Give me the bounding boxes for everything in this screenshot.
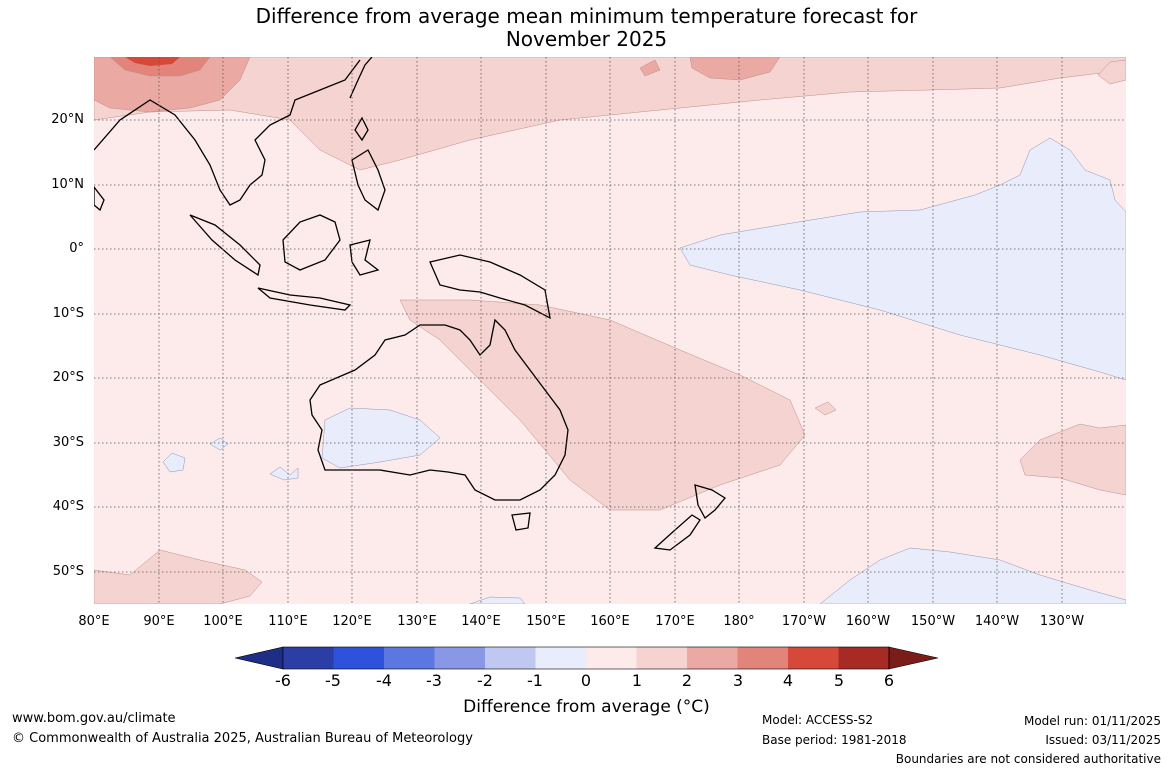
- lon-label: 110°E: [268, 614, 308, 629]
- anomaly-region-cool-blob-2: [209, 437, 229, 451]
- colorbar-frame: [282, 646, 890, 670]
- colorbar-tick-label: -3: [426, 671, 442, 690]
- colorbar-tick-label: -1: [527, 671, 543, 690]
- lon-label: 170°W: [781, 614, 827, 629]
- sri-lanka-coastline: [94, 185, 105, 212]
- anomaly-region-warm-australia-pacific: [399, 299, 806, 511]
- lon-label: 100°E: [203, 614, 243, 629]
- footer-model-run: Model run: 01/11/2025: [1023, 714, 1161, 728]
- lon-label: 160°E: [590, 614, 630, 629]
- footer-disclaimer: Boundaries are not considered authoritat…: [895, 752, 1161, 766]
- lat-label: 30°S: [52, 435, 84, 450]
- footer-base-period: Base period: 1981-2018: [762, 733, 907, 747]
- colorbar-segment: [687, 647, 738, 669]
- lat-label: 10°S: [52, 306, 84, 321]
- anomaly-region-cool-blob-1: [162, 452, 186, 473]
- colorbar-segment: [535, 647, 587, 669]
- colorbar-segment: [384, 647, 435, 669]
- sumatra-coastline: [189, 214, 261, 277]
- colorbar-segment: [283, 647, 334, 669]
- colorbar-segment: [636, 647, 688, 669]
- colorbar-tick-label: 4: [782, 671, 794, 690]
- lat-label: 20°S: [52, 370, 84, 385]
- anomaly-region-cool-blob-3: [269, 466, 299, 481]
- colorbar-tick-label: 6: [883, 671, 895, 690]
- lon-label: 150°W: [910, 614, 956, 629]
- anomaly-region-warm-npacific-small: [639, 59, 661, 77]
- new-zealand-north-coastline: [694, 484, 726, 519]
- lon-label: 120°E: [332, 614, 372, 629]
- colorbar-segment: [737, 647, 789, 669]
- anomaly-region-warm-south-indian: [94, 549, 263, 604]
- colorbar-tick-label: 2: [681, 671, 693, 690]
- graticule: [94, 57, 1126, 604]
- java-coastline: [257, 287, 352, 311]
- lon-label: 180°: [723, 614, 755, 629]
- colorbar-tick-label: 1: [631, 671, 643, 690]
- borneo-coastline: [282, 214, 341, 271]
- map-title-line-2: November 2025: [505, 27, 668, 51]
- lon-label: 140°E: [461, 614, 501, 629]
- colorbar-tick-label: 0: [580, 671, 592, 690]
- philippines-coastline: [351, 149, 386, 212]
- taiwan-coastline: [354, 116, 369, 142]
- colorbar-tick-label: -5: [325, 671, 341, 690]
- lat-label: 50°S: [52, 564, 84, 579]
- colorbar: [234, 646, 939, 670]
- lon-label: 160°W: [845, 614, 891, 629]
- anomaly-region-warm-blob-hawaii: [1097, 59, 1126, 85]
- lon-label: 130°W: [1039, 614, 1085, 629]
- anomaly-region-hot-core: [125, 57, 180, 66]
- colorbar-segment: [434, 647, 486, 669]
- colorbar-under-arrow: [234, 646, 284, 670]
- lat-label: 10°N: [51, 177, 84, 192]
- new-guinea-coastline: [429, 254, 551, 320]
- anomaly-region-cool-western-australia: [321, 407, 441, 469]
- colorbar-tick-label: -2: [477, 671, 493, 690]
- colorbar-segment: [485, 647, 536, 669]
- lon-label: 140°W: [974, 614, 1020, 629]
- footer-website: www.bom.gov.au/climate: [12, 711, 176, 726]
- anomaly-region-cool-south-indian: [469, 596, 526, 604]
- colorbar-segment: [586, 647, 637, 669]
- tasmania-coastline: [511, 512, 531, 531]
- lon-label: 170°E: [655, 614, 695, 629]
- lon-label: 150°E: [526, 614, 566, 629]
- lon-label: 130°E: [397, 614, 437, 629]
- colorbar-tick-label: 5: [833, 671, 845, 690]
- lat-label: 0°: [69, 241, 84, 256]
- colorbar-tick-label: -6: [275, 671, 291, 690]
- footer-copyright: © Commonwealth of Australia 2025, Austra…: [12, 731, 473, 746]
- footer-issued: Issued: 03/11/2025: [1045, 733, 1161, 747]
- lon-label: 90°E: [143, 614, 175, 629]
- anomaly-region-cool-equatorial-pacific: [679, 137, 1126, 381]
- lat-label: 20°N: [51, 112, 84, 127]
- anomaly-region-cool-south-pacific: [819, 547, 1126, 604]
- anomaly-region-warm-blob-coral: [814, 401, 837, 416]
- colorbar-title: Difference from average (°C): [463, 697, 710, 717]
- colorbar-segment: [838, 647, 890, 669]
- australia-coastline: [309, 318, 569, 501]
- anomaly-region-warm-npacific: [689, 57, 781, 81]
- lat-label: 40°S: [52, 499, 84, 514]
- colorbar-tick-label: -4: [376, 671, 392, 690]
- colorbar-tick-label: 3: [732, 671, 744, 690]
- colorbar-segment: [333, 647, 385, 669]
- map-title-line-1: Difference from average mean minimum tem…: [255, 4, 918, 28]
- anomaly-region-warm-se-pacific: [1019, 423, 1126, 496]
- footer-model: Model: ACCESS-S2: [762, 713, 874, 727]
- japan-coastline: [349, 57, 373, 99]
- colorbar-over-arrow: [888, 646, 939, 670]
- colorbar-segment: [788, 647, 839, 669]
- lon-label: 80°E: [78, 614, 110, 629]
